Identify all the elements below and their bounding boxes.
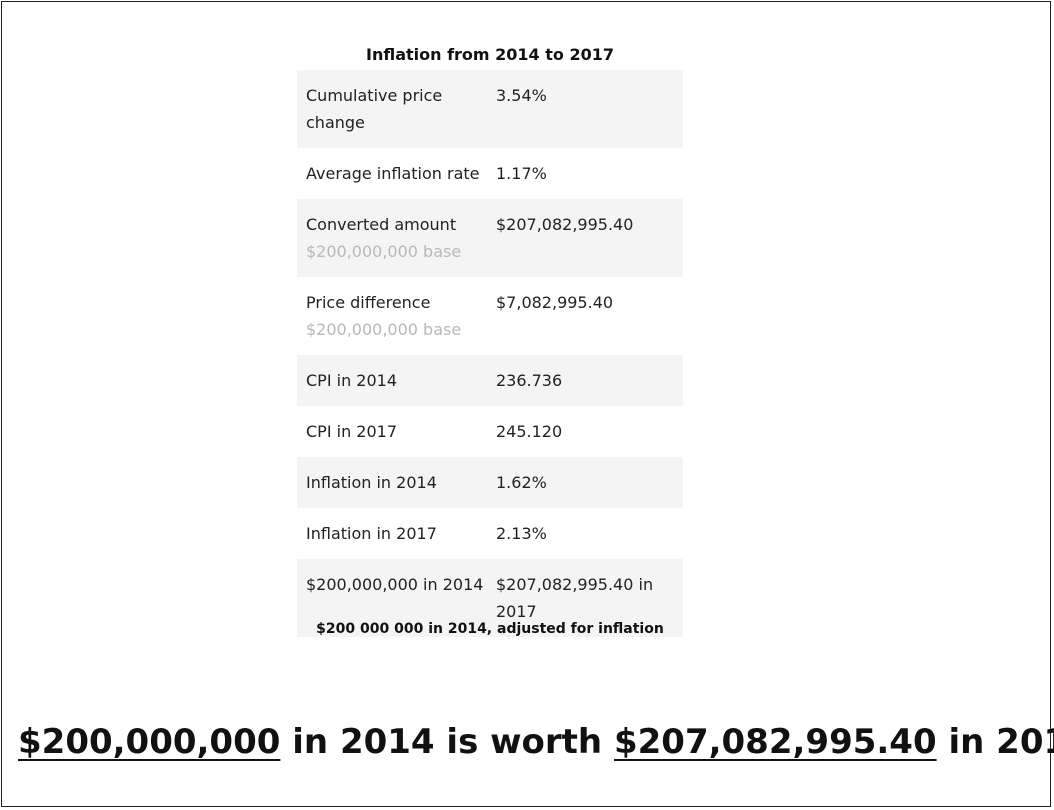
row-value: 2.13%	[496, 524, 547, 543]
row-label: Average inflation rate	[306, 164, 480, 183]
row-label-cell: $200,000,000 in 2014	[306, 571, 496, 625]
from-amount: $200,000,000	[18, 722, 281, 762]
to-amount: $207,082,995.40	[613, 722, 937, 762]
table: Cumulative price change 3.54% Average infl…	[297, 70, 683, 637]
table-row: Converted amount $200,000,000 base $207,08…	[297, 199, 683, 277]
table-row: CPI in 2017 245.120	[297, 406, 683, 457]
table-caption: $200 000 000 in 2014, adjusted for infla…	[316, 621, 664, 637]
row-label-cell: Price difference $200,000,000 base	[306, 289, 496, 343]
row-label: Inflation in 2014	[306, 473, 437, 492]
summary-text: in 2017	[948, 722, 1054, 762]
row-label-cell: Converted amount $200,000,000 base	[306, 211, 496, 265]
row-value: $207,082,995.40	[496, 215, 634, 234]
row-label: $200,000,000 in 2014	[306, 575, 484, 594]
table-row: Price difference $200,000,000 base $7,082,…	[297, 277, 683, 355]
row-label-cell: Average inflation rate	[306, 160, 496, 187]
row-label: Converted amount	[306, 215, 457, 234]
row-label: CPI in 2014	[306, 371, 398, 390]
table-row: Average inflation rate 1.17%	[297, 148, 683, 199]
row-value: 3.54%	[496, 86, 547, 105]
row-value: $207,082,995.40 in 2017	[496, 575, 654, 621]
row-label-cell: CPI in 2014	[306, 367, 496, 394]
row-label: Cumulative price change	[306, 86, 443, 132]
table-row: Cumulative price change 3.54%	[297, 70, 683, 148]
row-label-cell: CPI in 2017	[306, 418, 496, 445]
summary: $200,000,000 in 2014 is worth $207,082,9…	[18, 722, 1054, 762]
table-row: $200,000,000 in 2014 $207,082,995.40 in 2…	[297, 559, 683, 637]
table-row: Inflation in 2014 1.62%	[297, 457, 683, 508]
table-title: Inflation from 2014 to 2017	[365, 45, 614, 64]
row-label: Inflation in 2017	[306, 524, 437, 543]
table-row: Inflation in 2017 2.13%	[297, 508, 683, 559]
row-value: 1.17%	[496, 164, 547, 183]
row-note: $200,000,000 base	[306, 320, 462, 339]
row-label: Price difference	[306, 293, 431, 312]
row-value: 1.62%	[496, 473, 547, 492]
summary-text: in 2014 is worth	[292, 722, 603, 762]
row-label-cell: Cumulative price change	[306, 82, 496, 136]
row-label-cell: Inflation in 2017	[306, 520, 496, 547]
row-value: $7,082,995.40	[496, 293, 614, 312]
table-row: CPI in 2014 236.736	[297, 355, 683, 406]
row-label-cell: Inflation in 2014	[306, 469, 496, 496]
row-value: 236.736	[496, 371, 563, 390]
row-label: CPI in 2017	[306, 422, 398, 441]
row-note: $200,000,000 base	[306, 242, 462, 261]
row-value: 245.120	[496, 422, 563, 441]
